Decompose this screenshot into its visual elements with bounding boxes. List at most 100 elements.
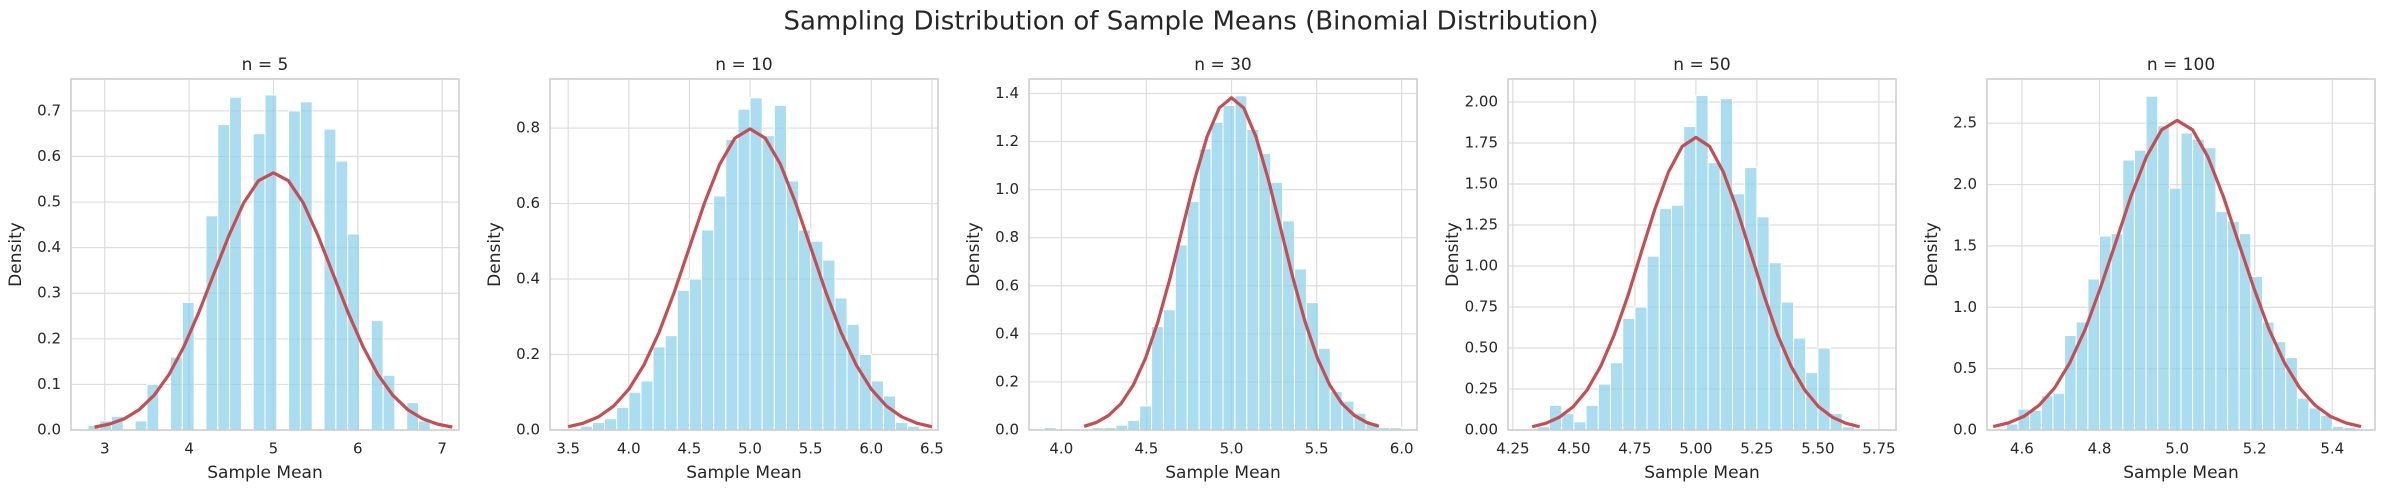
x-tick-label: 5 xyxy=(269,440,279,458)
y-tick-label: 1.50 xyxy=(1465,174,1498,192)
histogram-bar xyxy=(1817,347,1831,431)
histogram-bar xyxy=(1597,383,1611,431)
subplot: n = 10 Sample Mean Density 0.0 0.2 0.4 0.6 0.8 3… xyxy=(485,55,944,483)
histogram-bar xyxy=(676,289,690,431)
histogram-bar xyxy=(1198,148,1212,431)
histogram-bar xyxy=(2110,233,2124,431)
subplot-title: n = 5 xyxy=(242,55,289,75)
axes-frame xyxy=(70,78,460,431)
subplot-title: n = 30 xyxy=(1194,55,1251,75)
axes-frame xyxy=(1507,78,1897,431)
x-tick-label: 4.5 xyxy=(1134,440,1158,458)
y-tick-label: 0.8 xyxy=(995,228,1019,246)
histogram-bar xyxy=(1609,362,1624,431)
histogram-bar xyxy=(1270,181,1284,431)
density-curve xyxy=(94,171,453,429)
x-tick-label: 5.5 xyxy=(799,440,823,458)
y-tick-label: 1.00 xyxy=(1465,256,1498,274)
y-tick-label: 0.00 xyxy=(1465,421,1498,439)
histogram-bar xyxy=(1683,126,1697,431)
histogram-bar xyxy=(640,380,654,431)
y-tick-label: 0.6 xyxy=(995,276,1019,294)
y-axis-label: Density xyxy=(1443,222,1463,287)
histogram-bar xyxy=(2180,132,2194,431)
histogram-bar xyxy=(1744,167,1758,431)
histogram-bar xyxy=(1210,121,1224,431)
histogram-bar xyxy=(785,180,800,431)
x-tick-label: 5.0 xyxy=(2165,440,2189,458)
x-tick-label: 5.0 xyxy=(738,440,762,458)
histogram-bar xyxy=(1634,306,1648,431)
histogram-bar xyxy=(2203,147,2217,431)
y-tick-label: 0.50 xyxy=(1465,338,1498,356)
x-tick-label: 5.5 xyxy=(1305,440,1329,458)
histogram-bar xyxy=(798,229,812,431)
y-tick-label: 2.00 xyxy=(1465,92,1498,110)
y-axis-label: Density xyxy=(964,222,984,287)
histogram-bar xyxy=(1162,309,1176,431)
histogram-bar xyxy=(134,420,148,431)
x-tick-label: 4.75 xyxy=(1618,440,1651,458)
histogram-bar xyxy=(1305,302,1319,431)
histogram-bar xyxy=(616,406,630,431)
histogram-bar xyxy=(688,278,703,431)
histogram-bar xyxy=(1246,128,1260,431)
x-tick-label: 5.75 xyxy=(1862,440,1895,458)
histogram-bar xyxy=(725,138,739,431)
x-tick-label: 6.5 xyxy=(920,440,944,458)
y-tick-label: 0.4 xyxy=(995,324,1019,342)
y-axis-label: Density xyxy=(6,222,26,287)
subplot: n = 5 Sample Mean Density 0.0 0.1 0.2 0.3 0.4 0.… xyxy=(6,55,460,483)
x-tick-label: 4 xyxy=(184,440,194,458)
histogram-bar xyxy=(2227,220,2240,431)
x-tick-label: 6 xyxy=(353,440,363,458)
histogram-bar xyxy=(2308,407,2322,431)
histogram-bar xyxy=(181,301,195,431)
x-tick-label: 3.5 xyxy=(556,440,580,458)
y-tick-label: 1.5 xyxy=(1953,236,1977,254)
y-tick-label: 0.7 xyxy=(37,101,61,119)
x-tick-label: 4.25 xyxy=(1496,440,1529,458)
histogram-bar xyxy=(288,110,301,431)
y-tick-label: 0.6 xyxy=(516,194,540,212)
x-axis-label: Sample Mean xyxy=(686,463,801,483)
subplot-title: n = 50 xyxy=(1673,55,1730,75)
x-tick-label: 5.2 xyxy=(2243,440,2267,458)
figure-title: Sampling Distribution of Sample Means (B… xyxy=(783,7,1598,37)
subplot-title: n = 10 xyxy=(715,55,772,75)
histogram-bar xyxy=(229,96,242,431)
histogram-bar xyxy=(761,135,775,431)
x-tick-label: 7 xyxy=(437,440,447,458)
x-axis-label: Sample Mean xyxy=(2123,463,2238,483)
histogram-bar xyxy=(2052,392,2066,431)
y-tick-label: 0.2 xyxy=(516,345,540,363)
x-tick-label: 4.0 xyxy=(1049,440,1073,458)
histogram-bar xyxy=(1719,98,1734,431)
density-curve xyxy=(1531,135,1861,429)
x-tick-label: 5.50 xyxy=(1801,440,1834,458)
x-tick-label: 3 xyxy=(100,440,110,458)
histogram-bar xyxy=(1127,419,1141,431)
histogram-bar xyxy=(1258,153,1272,431)
x-axis-label: Sample Mean xyxy=(1644,463,1759,483)
histogram-bar xyxy=(1658,208,1672,431)
histogram-bar xyxy=(713,195,727,431)
y-tick-label: 0.4 xyxy=(516,270,540,288)
axes-frame xyxy=(1028,78,1418,431)
histogram-bar xyxy=(2157,125,2170,431)
density-curve xyxy=(1083,96,1380,428)
histogram-bar xyxy=(1139,405,1153,431)
y-tick-label: 0.6 xyxy=(37,147,61,165)
histogram-bar xyxy=(1622,317,1636,431)
histogram-bar xyxy=(2029,409,2042,431)
x-tick-label: 4.50 xyxy=(1557,440,1590,458)
subplot: n = 30 Sample Mean Density 0.0 0.2 0.4 0.6 0.8 1… xyxy=(964,55,1418,483)
y-axis-label: Density xyxy=(1922,222,1942,287)
x-tick-label: 4.6 xyxy=(2010,440,2034,458)
x-tick-label: 5.4 xyxy=(2320,440,2344,458)
histogram-bar xyxy=(604,418,618,431)
axes-frame xyxy=(549,78,939,431)
x-tick-label: 6.0 xyxy=(1390,440,1414,458)
subplot-title: n = 100 xyxy=(2147,55,2215,75)
